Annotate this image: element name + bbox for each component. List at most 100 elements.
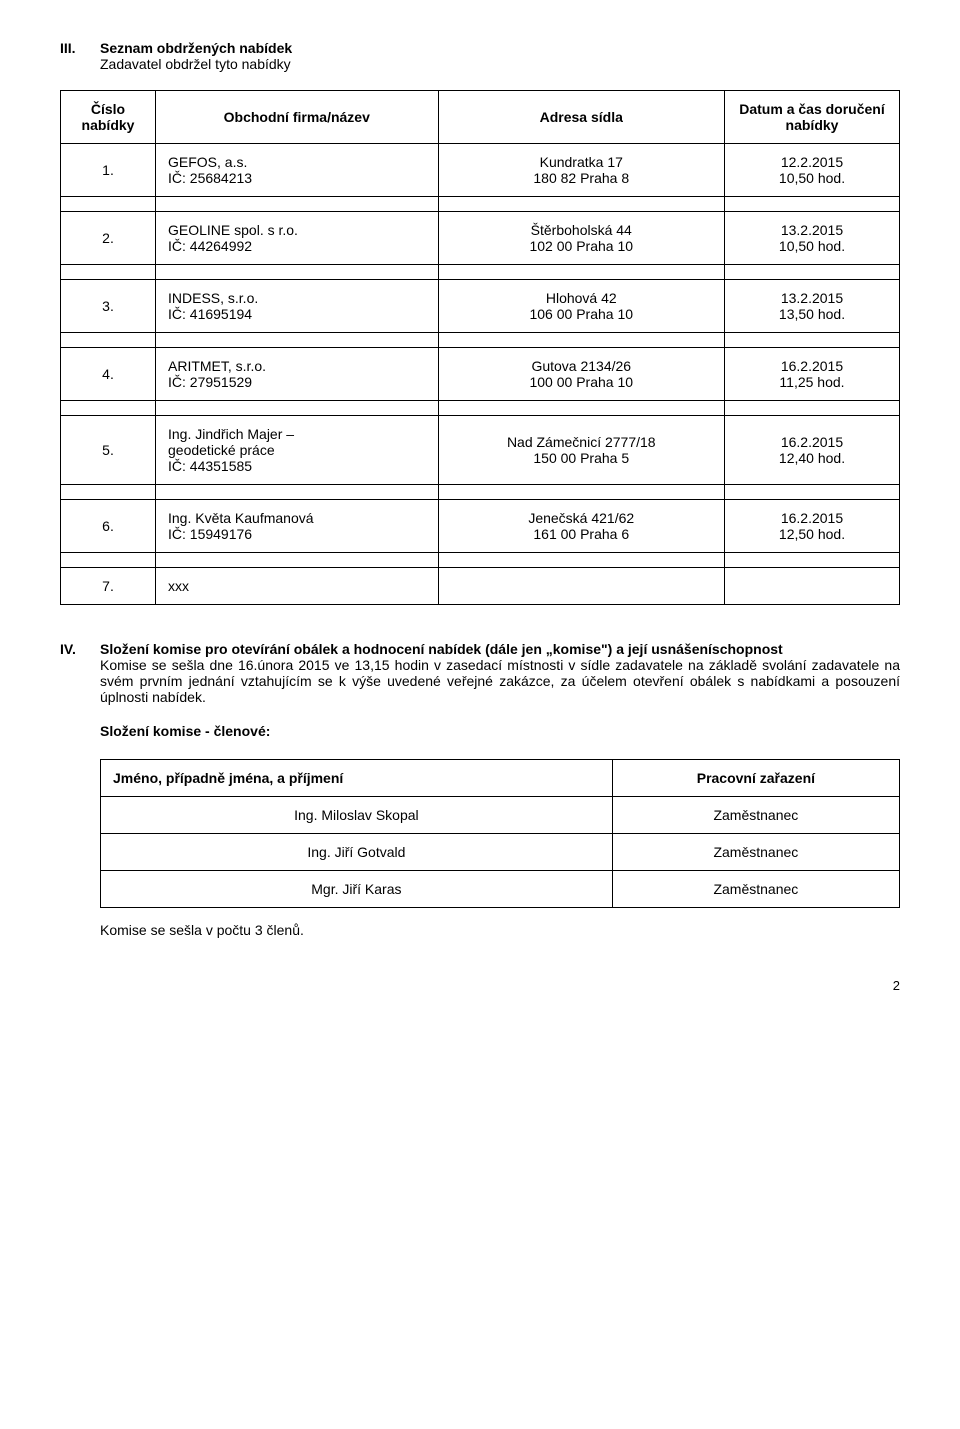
members-row: Mgr. Jiří Karas Zaměstnanec <box>101 871 900 908</box>
members-table: Jméno, případně jména, a příjmení Pracov… <box>100 759 900 908</box>
cell-name: GEFOS, a.s. IČ: 25684213 <box>156 144 439 197</box>
name-line: IČ: 15949176 <box>168 526 252 542</box>
table-spacer <box>61 197 900 212</box>
col-header-name: Obchodní firma/název <box>156 91 439 144</box>
cell-num: 1. <box>61 144 156 197</box>
name-line: xxx <box>168 578 189 594</box>
table-spacer <box>61 485 900 500</box>
cell-addr: Gutova 2134/26 100 00 Praha 10 <box>438 348 724 401</box>
addr-line: Nad Zámečnicí 2777/18 <box>507 434 656 450</box>
cell-name: Ing. Květa Kaufmanová IČ: 15949176 <box>156 500 439 553</box>
addr-line: Štěrboholská 44 <box>531 222 632 238</box>
section3-title: Seznam obdržených nabídek <box>100 40 292 56</box>
cell-num: 7. <box>61 568 156 605</box>
cell-name: INDESS, s.r.o. IČ: 41695194 <box>156 280 439 333</box>
date-line: 12.2.2015 <box>781 154 843 170</box>
members-header-row: Jméno, případně jména, a příjmení Pracov… <box>101 760 900 797</box>
section4-footer: Komise se sešla v počtu 3 členů. <box>100 922 900 938</box>
name-line: INDESS, s.r.o. <box>168 290 258 306</box>
page-number: 2 <box>60 978 900 993</box>
addr-line: 100 00 Praha 10 <box>529 374 633 390</box>
cell-date: 16.2.2015 12,40 hod. <box>725 416 900 485</box>
cell-date: 16.2.2015 12,50 hod. <box>725 500 900 553</box>
section3-number: III. <box>60 40 100 72</box>
member-role: Zaměstnanec <box>612 797 899 834</box>
name-line: IČ: 25684213 <box>168 170 252 186</box>
cell-addr: Kundratka 17 180 82 Praha 8 <box>438 144 724 197</box>
addr-line: Gutova 2134/26 <box>531 358 631 374</box>
cell-name: Ing. Jindřich Majer – geodetické práce I… <box>156 416 439 485</box>
name-line: GEFOS, a.s. <box>168 154 247 170</box>
cell-addr: Štěrboholská 44 102 00 Praha 10 <box>438 212 724 265</box>
section3-header: III. Seznam obdržených nabídek Zadavatel… <box>60 40 900 72</box>
member-role: Zaměstnanec <box>612 871 899 908</box>
table-row: 2. GEOLINE spol. s r.o. IČ: 44264992 Ště… <box>61 212 900 265</box>
cell-addr: Hlohová 42 106 00 Praha 10 <box>438 280 724 333</box>
table-spacer <box>61 553 900 568</box>
cell-num: 5. <box>61 416 156 485</box>
addr-line: 106 00 Praha 10 <box>529 306 633 322</box>
cell-name: GEOLINE spol. s r.o. IČ: 44264992 <box>156 212 439 265</box>
cell-name: xxx <box>156 568 439 605</box>
name-line: IČ: 27951529 <box>168 374 252 390</box>
name-line: Ing. Květa Kaufmanová <box>168 510 314 526</box>
cell-date: 13.2.2015 10,50 hod. <box>725 212 900 265</box>
members-row: Ing. Jiří Gotvald Zaměstnanec <box>101 834 900 871</box>
cell-date: 12.2.2015 10,50 hod. <box>725 144 900 197</box>
addr-line: 180 82 Praha 8 <box>533 170 629 186</box>
member-name: Ing. Jiří Gotvald <box>101 834 613 871</box>
addr-line: 102 00 Praha 10 <box>529 238 633 254</box>
cell-addr: Jenečská 421/62 161 00 Praha 6 <box>438 500 724 553</box>
member-name: Mgr. Jiří Karas <box>101 871 613 908</box>
members-col-name: Jméno, případně jména, a příjmení <box>101 760 613 797</box>
cell-date: 16.2.2015 11,25 hod. <box>725 348 900 401</box>
offers-table: Číslo nabídky Obchodní firma/název Adres… <box>60 90 900 605</box>
member-name: Ing. Miloslav Skopal <box>101 797 613 834</box>
name-line: IČ: 44264992 <box>168 238 252 254</box>
col-header-addr: Adresa sídla <box>438 91 724 144</box>
cell-addr <box>438 568 724 605</box>
cell-date <box>725 568 900 605</box>
date-line: 13.2.2015 <box>781 222 843 238</box>
date-line: 10,50 hod. <box>779 238 845 254</box>
members-row: Ing. Miloslav Skopal Zaměstnanec <box>101 797 900 834</box>
name-line: ARITMET, s.r.o. <box>168 358 266 374</box>
cell-num: 3. <box>61 280 156 333</box>
section3-subtitle: Zadavatel obdržel tyto nabídky <box>100 56 291 72</box>
name-line: IČ: 44351585 <box>168 458 252 474</box>
section4: IV. Složení komise pro otevírání obálek … <box>60 641 900 938</box>
addr-line: 161 00 Praha 6 <box>533 526 629 542</box>
section4-title: Složení komise pro otevírání obálek a ho… <box>100 641 900 657</box>
cell-num: 2. <box>61 212 156 265</box>
section4-body: Složení komise pro otevírání obálek a ho… <box>100 641 900 938</box>
addr-line: Hlohová 42 <box>546 290 617 306</box>
name-line: GEOLINE spol. s r.o. <box>168 222 298 238</box>
table-row: 5. Ing. Jindřich Majer – geodetické prác… <box>61 416 900 485</box>
cell-num: 6. <box>61 500 156 553</box>
table-header-row: Číslo nabídky Obchodní firma/název Adres… <box>61 91 900 144</box>
date-line: 12,50 hod. <box>779 526 845 542</box>
col-header-date: Datum a čas doručení nabídky <box>725 91 900 144</box>
section4-number: IV. <box>60 641 100 938</box>
name-line: geodetické práce <box>168 442 275 458</box>
section4-text: Komise se sešla dne 16.února 2015 ve 13,… <box>100 657 900 705</box>
addr-line: Jenečská 421/62 <box>528 510 634 526</box>
members-title: Složení komise - členové: <box>100 723 900 739</box>
table-row: 6. Ing. Květa Kaufmanová IČ: 15949176 Je… <box>61 500 900 553</box>
table-spacer <box>61 333 900 348</box>
date-line: 16.2.2015 <box>781 434 843 450</box>
date-line: 12,40 hod. <box>779 450 845 466</box>
table-row: 7. xxx <box>61 568 900 605</box>
member-role: Zaměstnanec <box>612 834 899 871</box>
col-header-num: Číslo nabídky <box>61 91 156 144</box>
table-row: 4. ARITMET, s.r.o. IČ: 27951529 Gutova 2… <box>61 348 900 401</box>
table-row: 1. GEFOS, a.s. IČ: 25684213 Kundratka 17… <box>61 144 900 197</box>
cell-name: ARITMET, s.r.o. IČ: 27951529 <box>156 348 439 401</box>
date-line: 10,50 hod. <box>779 170 845 186</box>
date-line: 11,25 hod. <box>779 374 844 390</box>
date-line: 16.2.2015 <box>781 510 843 526</box>
addr-line: Kundratka 17 <box>540 154 623 170</box>
date-line: 13.2.2015 <box>781 290 843 306</box>
table-row: 3. INDESS, s.r.o. IČ: 41695194 Hlohová 4… <box>61 280 900 333</box>
table-spacer <box>61 265 900 280</box>
